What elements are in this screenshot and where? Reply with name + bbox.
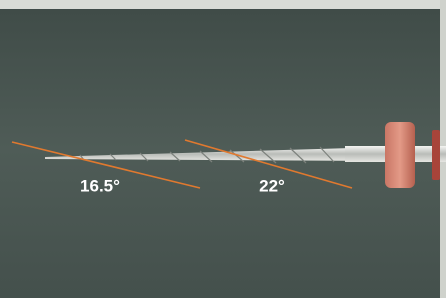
photo: 16.5° 22° [0,0,446,298]
page: 16.5° 22° (() => { const data = JSON.par… [0,0,446,298]
handle-ring [432,130,440,180]
rubber-stop [385,122,415,188]
angle-label: 22° [259,176,285,195]
top-border [0,0,446,9]
angle-label: 16.5° [80,176,120,195]
